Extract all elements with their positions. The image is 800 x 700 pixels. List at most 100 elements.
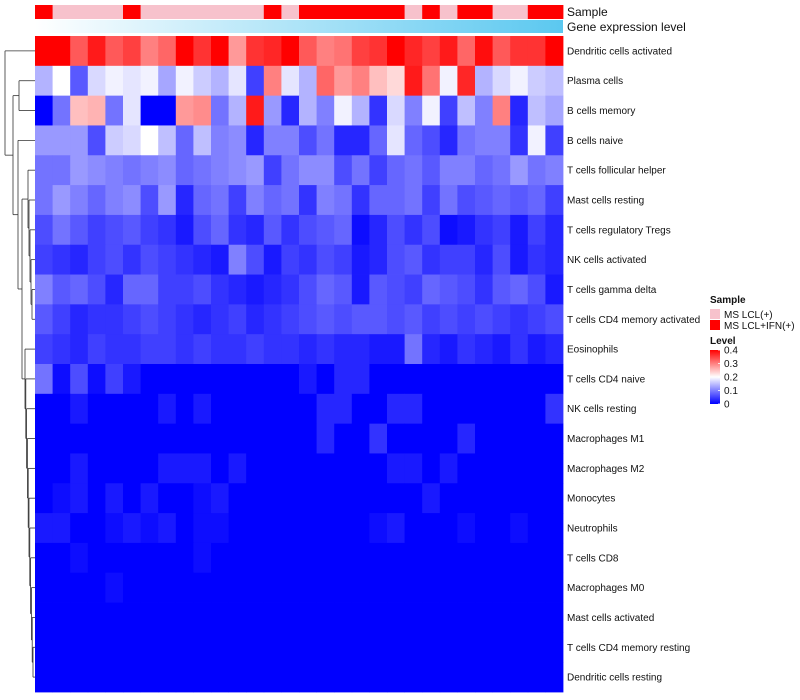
heatmap-cell [527,632,546,663]
heatmap-cell [140,65,159,97]
heatmap-cell [211,125,229,156]
heatmap-cell [158,304,177,335]
heatmap-cell [334,65,353,97]
heatmap-cell [175,513,194,544]
heatmap-cell [70,155,89,186]
heatmap-cell [193,155,212,186]
row-dendrogram [4,50,35,678]
expression-annotation-label: Gene expression level [567,20,686,34]
sample-annotation-bar [35,5,564,19]
heatmap-cell [140,572,159,603]
heatmap-cell [105,453,124,484]
heatmap-cell [369,423,388,454]
heatmap-cell [175,393,194,425]
heatmap-cell [334,602,353,633]
heatmap-cell [299,214,317,246]
sample-annotation-cell [439,5,458,19]
heatmap-cell [52,393,71,425]
heatmap-cell [140,244,159,275]
heatmap-cell [281,364,300,395]
heatmap-cell [52,36,71,67]
heatmap-cell [211,274,229,305]
heatmap-cell [527,453,546,484]
heatmap-cell [123,423,141,454]
heatmap-cell [175,95,194,126]
heatmap-cell [246,36,265,67]
heatmap-cells [35,36,564,693]
heatmap-cell [228,65,247,97]
heatmap-cell [263,632,282,663]
heatmap-cell [545,65,564,97]
heatmap-cell [387,453,405,484]
heatmap-cell [457,542,476,574]
heatmap-cell [492,95,511,126]
heatmap-cell [369,483,388,514]
heatmap-cell [281,185,300,216]
heatmap-cell [228,244,247,275]
heatmap-cell [158,662,177,693]
heatmap-cell [158,244,177,275]
heatmap-cell [211,65,229,97]
heatmap-cell [281,304,300,335]
row-label-plasma-cells: Plasma cells [567,76,623,87]
heatmap-cell [158,572,177,603]
heatmap-cell [70,185,89,216]
heatmap-cell [439,602,458,633]
sample-annotation-cell [281,5,300,19]
heatmap-cell [404,274,423,305]
heatmap-cell [52,364,71,395]
heatmap-cell [175,244,194,275]
heatmap-cell [316,65,335,97]
heatmap-cell [263,453,282,484]
heatmap-cell [510,602,529,633]
heatmap-cell [422,632,441,663]
sample-annotation-cell [263,5,282,19]
legend-sample-title: Sample [710,295,746,306]
heatmap-cell [105,602,124,633]
heatmap-cell [246,244,265,275]
heatmap-cell [52,453,71,484]
heatmap-cell [228,662,247,693]
heatmap-cell [510,453,529,484]
heatmap-cell [123,244,141,275]
heatmap-cell [404,65,423,97]
heatmap-cell [422,95,441,126]
heatmap-cell [316,364,335,395]
heatmap-cell [70,304,89,335]
heatmap-cell [351,274,370,305]
heatmap-cell [545,662,564,693]
heatmap-cell [387,483,405,514]
heatmap-cell [492,274,511,305]
heatmap-cell [158,125,177,156]
heatmap-cell [510,483,529,514]
heatmap-cell [246,185,265,216]
heatmap-cell [457,65,476,97]
heatmap-cell [87,36,106,67]
heatmap-cell [492,572,511,603]
heatmap-cell [52,244,71,275]
heatmap-cell [299,572,317,603]
heatmap-cell [510,155,529,186]
heatmap-cell [492,244,511,275]
heatmap-cell [527,65,546,97]
heatmap-cell [246,304,265,335]
heatmap-cell [404,125,423,156]
heatmap-cell [263,155,282,186]
heatmap-cell [457,125,476,156]
heatmap-cell [70,423,89,454]
heatmap-cell [545,214,564,246]
heatmap-cell [158,95,177,126]
heatmap-cell [545,334,564,365]
legend-swatch-ms-lcl [710,309,720,319]
heatmap-cell [316,214,335,246]
heatmap-cell [404,423,423,454]
heatmap-cell [281,602,300,633]
heatmap-cell [228,125,247,156]
heatmap-cell [492,304,511,335]
heatmap-cell [369,214,388,246]
heatmap-cell [299,334,317,365]
heatmap-cell [35,95,53,126]
heatmap-cell [175,274,194,305]
heatmap-cell [457,155,476,186]
